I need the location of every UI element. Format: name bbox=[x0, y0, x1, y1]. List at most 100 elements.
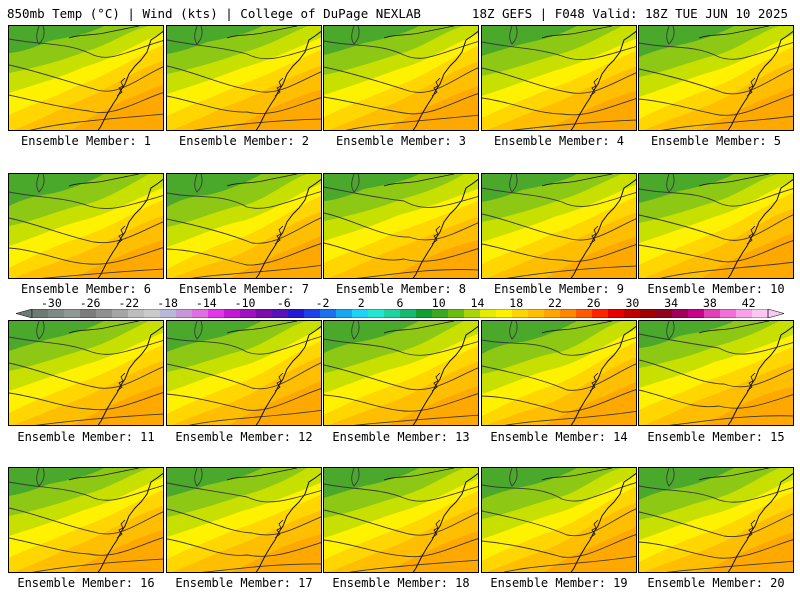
colorbar-swatch bbox=[688, 309, 705, 318]
great-lakes-shore bbox=[226, 174, 298, 187]
height-contours bbox=[167, 468, 321, 572]
coastline bbox=[727, 472, 793, 572]
temp-band-18-22 bbox=[231, 534, 321, 572]
chesapeake-bay bbox=[431, 372, 441, 392]
coastline bbox=[97, 472, 163, 572]
height-contours bbox=[482, 174, 636, 278]
colorbar-swatch bbox=[176, 309, 193, 318]
height-contours bbox=[324, 26, 478, 130]
temp-band-18-22 bbox=[387, 85, 478, 130]
height-contours bbox=[639, 26, 793, 130]
temp-band-18-22 bbox=[73, 239, 163, 278]
member-map-4 bbox=[481, 25, 637, 131]
chesapeake-bay bbox=[116, 372, 126, 392]
colorbar-swatch bbox=[544, 309, 561, 318]
colorbar-tick-label: -30 bbox=[40, 296, 62, 310]
coastline bbox=[97, 325, 163, 425]
great-lakes-shore bbox=[226, 26, 298, 39]
member-map-1 bbox=[8, 25, 164, 131]
great-lakes-shore bbox=[383, 321, 455, 334]
chesapeake-bay bbox=[274, 372, 284, 392]
great-lakes-shore bbox=[541, 321, 613, 334]
coastline bbox=[97, 30, 163, 130]
member-caption-16: Ensemble Member: 16 bbox=[17, 576, 155, 590]
temp-band-2-6 bbox=[482, 26, 577, 56]
colorbar-swatch bbox=[320, 309, 337, 318]
temp-band-2-6 bbox=[639, 468, 734, 500]
member-caption-5: Ensemble Member: 5 bbox=[650, 134, 782, 148]
map-title: 850mb Temp (°C) | Wind (kts) | College o… bbox=[7, 6, 421, 21]
temp-band-2-6 bbox=[324, 26, 419, 55]
member-map-10 bbox=[638, 173, 794, 279]
chesapeake-bay bbox=[746, 519, 756, 539]
coastline bbox=[727, 325, 793, 425]
temp-band-2-6 bbox=[482, 321, 577, 354]
great-lakes-shore bbox=[698, 174, 770, 187]
chesapeake-bay bbox=[274, 519, 284, 539]
temp-band-18-22 bbox=[72, 384, 163, 425]
colorbar-swatch bbox=[416, 309, 433, 318]
coastline bbox=[412, 178, 478, 278]
coastline bbox=[255, 472, 321, 572]
member-map-16 bbox=[8, 467, 164, 573]
height-contours bbox=[324, 321, 478, 425]
temp-band-2-6 bbox=[639, 26, 734, 57]
colorbar-swatch bbox=[368, 309, 385, 318]
height-contours bbox=[167, 321, 321, 425]
member-caption-19: Ensemble Member: 19 bbox=[490, 576, 628, 590]
temp-band-18-22 bbox=[544, 526, 636, 572]
coastline bbox=[255, 30, 321, 130]
colorbar-swatch bbox=[144, 309, 161, 318]
colorbar-tick-label: 30 bbox=[625, 296, 640, 310]
coastline bbox=[412, 325, 478, 425]
colorbar-swatch bbox=[336, 309, 353, 318]
member-caption-4: Ensemble Member: 4 bbox=[493, 134, 625, 148]
coastline bbox=[570, 30, 636, 130]
height-contours bbox=[167, 174, 321, 278]
height-contours bbox=[482, 26, 636, 130]
colorbar-swatch bbox=[384, 309, 401, 318]
height-contours bbox=[324, 468, 478, 572]
colorbar-tick-labels: -30 -26 -22 -18 -14 -10 -6 -2 2 6 10 14 18 22 26 30 34 38… bbox=[0, 296, 800, 310]
colorbar-tick-label: 22 bbox=[548, 296, 562, 310]
height-contours bbox=[482, 321, 636, 425]
colorbar-tick-label: -26 bbox=[79, 296, 101, 310]
temp-band-2-6 bbox=[324, 174, 419, 201]
colorbar-swatch bbox=[240, 309, 257, 318]
member-map-13 bbox=[323, 320, 479, 426]
temperature-colorbar bbox=[16, 309, 784, 318]
colorbar-swatch bbox=[288, 309, 305, 318]
colorbar-swatch bbox=[512, 309, 529, 318]
colorbar-swatch bbox=[560, 309, 577, 318]
great-lakes-shore bbox=[68, 174, 140, 187]
member-caption-2: Ensemble Member: 2 bbox=[178, 134, 310, 148]
member-caption-13: Ensemble Member: 13 bbox=[332, 430, 470, 444]
chesapeake-bay bbox=[746, 372, 756, 392]
chesapeake-bay bbox=[431, 77, 441, 97]
colorbar-swatch bbox=[48, 309, 65, 318]
temp-band-18-22 bbox=[703, 386, 793, 425]
member-caption-11: Ensemble Member: 11 bbox=[17, 430, 155, 444]
temp-band-18-22 bbox=[701, 232, 793, 278]
member-caption-18: Ensemble Member: 18 bbox=[332, 576, 470, 590]
colorbar-swatch bbox=[736, 309, 753, 318]
colorbar-swatch bbox=[64, 309, 81, 318]
chesapeake-bay bbox=[589, 519, 599, 539]
colorbar-tick-label: 26 bbox=[586, 296, 601, 310]
coastline bbox=[412, 30, 478, 130]
member-caption-3: Ensemble Member: 3 bbox=[335, 134, 467, 148]
great-lakes-shore bbox=[383, 468, 455, 481]
colorbar-tick-label: -2 bbox=[315, 296, 330, 310]
colorbar-tick-label: 10 bbox=[431, 296, 446, 310]
member-map-8 bbox=[323, 173, 479, 279]
colorbar-swatch bbox=[128, 309, 145, 318]
great-lakes-shore bbox=[383, 174, 455, 187]
member-map-6 bbox=[8, 173, 164, 279]
great-lakes-shore bbox=[383, 26, 455, 39]
height-contours bbox=[9, 26, 163, 130]
valid-time: 18Z GEFS | F048 Valid: 18Z TUE JUN 10 20… bbox=[471, 6, 788, 21]
member-map-18 bbox=[323, 467, 479, 573]
colorbar-swatch bbox=[720, 309, 737, 318]
member-caption-10: Ensemble Member: 10 bbox=[647, 282, 785, 296]
colorbar-swatch bbox=[272, 309, 289, 318]
